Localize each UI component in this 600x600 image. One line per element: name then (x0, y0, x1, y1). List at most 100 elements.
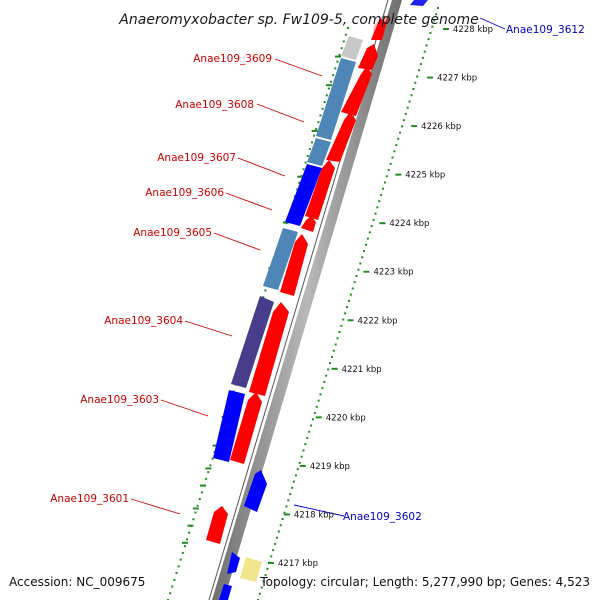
gene-label-3605[interactable]: Anae109_3605 (133, 227, 212, 239)
track-dot (296, 468, 299, 471)
track-dot (334, 343, 337, 346)
cds-arrow[interactable] (305, 160, 335, 220)
track-dot (313, 412, 316, 415)
track-dot (306, 154, 309, 157)
track-dot (277, 530, 280, 533)
track-dot (359, 262, 362, 265)
track-dot (175, 572, 178, 575)
track-dot (401, 125, 403, 128)
track-dot (294, 474, 297, 477)
track-dot (374, 212, 377, 215)
track-dot (264, 289, 267, 292)
gene-block-3612[interactable] (410, 0, 428, 6)
track-dot (310, 424, 313, 427)
gene-block-3602[interactable] (244, 470, 267, 512)
track-dot (397, 137, 400, 140)
gene-block-3603[interactable] (213, 390, 245, 462)
cds-arrow[interactable] (358, 44, 378, 70)
track-dot (365, 243, 367, 246)
track-dot (344, 33, 347, 36)
track-dot (427, 38, 430, 41)
gene-block-3609-gray[interactable] (341, 36, 363, 60)
track-dot (262, 296, 265, 299)
track-dot (266, 567, 269, 570)
track-dot (321, 107, 324, 110)
gene-block-3604[interactable] (231, 296, 274, 388)
ruler-tick-label: 4220 kbp (326, 413, 366, 423)
cds-arrow[interactable] (249, 302, 289, 396)
ruler-tick-label: 4227 kbp (437, 74, 477, 84)
track-dot (329, 362, 331, 365)
track-dot (264, 574, 267, 577)
gene-block-3607[interactable] (285, 164, 322, 226)
gene-label-3602[interactable]: Anae109_3602 (343, 511, 422, 523)
cds-arrow[interactable] (230, 392, 262, 464)
cds-arrow[interactable] (341, 66, 372, 116)
gene-block-bottom[interactable] (219, 584, 232, 600)
track-dot (287, 499, 290, 502)
cds-arrow[interactable] (326, 112, 356, 162)
track-dot (169, 592, 172, 595)
gene-block-3609[interactable] (316, 58, 356, 140)
gene-label-3608[interactable]: Anae109_3608 (175, 99, 254, 111)
track-dot (385, 175, 388, 178)
gene-block-small[interactable] (227, 552, 240, 574)
gene-label-3603[interactable]: Anae109_3603 (80, 394, 159, 406)
track-dot (211, 457, 214, 460)
track-dot (205, 477, 208, 480)
track-dot (325, 374, 328, 377)
track-dot (361, 256, 364, 259)
ruler-tick-label: 4223 kbp (373, 268, 413, 278)
gene-label-3601[interactable]: Anae109_3601 (50, 493, 129, 505)
gene-labels: Anae109_3609 Anae109_3608 Anae109_3607 A… (50, 24, 585, 523)
track-dot (330, 80, 333, 83)
gene-block-yellow[interactable] (240, 557, 262, 582)
track-dot (410, 94, 413, 97)
gene-label-3606[interactable]: Anae109_3606 (145, 187, 224, 199)
track-dot (327, 87, 330, 90)
track-dot (406, 106, 409, 109)
track-dot (200, 491, 203, 494)
track-dot (347, 27, 349, 29)
track-dot (186, 538, 189, 541)
gene-label-3609[interactable]: Anae109_3609 (193, 53, 272, 65)
cds-arrow[interactable] (206, 506, 228, 544)
ruler-tick-label: 4224 kbp (389, 219, 429, 229)
track-dot (258, 592, 261, 595)
ruler-tick-label: 4225 kbp (405, 171, 445, 181)
track-dot (302, 168, 305, 171)
track-dot (179, 558, 182, 561)
cds-arrow[interactable] (371, 14, 389, 40)
track-dot (342, 40, 345, 43)
track-dot (181, 551, 184, 554)
track-dot (340, 47, 343, 50)
track-dot (423, 50, 426, 53)
track-dot (395, 144, 398, 147)
track-dot (260, 586, 263, 589)
track-dot (418, 69, 421, 72)
map-title: Anaeromyxobacter sp. Fw109-5, complete g… (118, 12, 478, 28)
track-dot (317, 121, 320, 124)
gene-label-3604[interactable]: Anae109_3604 (104, 315, 183, 327)
gene-block-3608[interactable] (307, 138, 331, 166)
cds-arrow[interactable] (280, 234, 308, 296)
track-dot (321, 387, 324, 390)
gene-label-3607[interactable]: Anae109_3607 (157, 152, 236, 164)
track-dot (332, 74, 335, 77)
track-dot (429, 31, 432, 34)
track-dot (416, 75, 419, 78)
track-dot (308, 148, 311, 151)
track-dot (378, 200, 381, 203)
ruler-tick-label: 4226 kbp (421, 122, 461, 132)
cds-arrow[interactable] (301, 216, 316, 232)
gene-block-3605[interactable] (263, 228, 298, 290)
track-dot (399, 131, 402, 134)
track-dot (291, 486, 294, 489)
track-dot (304, 443, 307, 446)
track-dot (382, 187, 385, 190)
track-dot (311, 141, 313, 144)
track-dot (196, 504, 199, 507)
track-dot (207, 471, 210, 474)
gene-label-3612[interactable]: Anae109_3612 (506, 24, 585, 36)
track-dot (209, 464, 212, 467)
